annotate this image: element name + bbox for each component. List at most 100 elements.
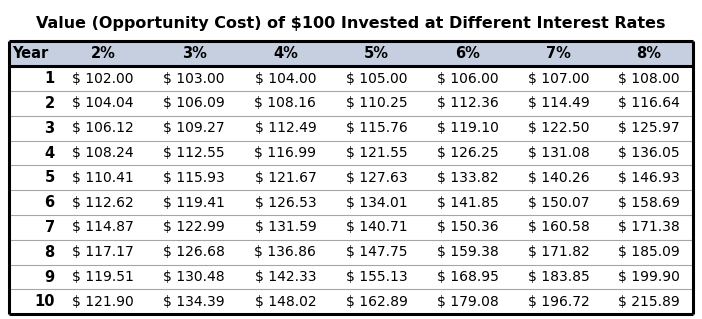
Text: 10: 10 [34,294,55,309]
Text: $ 104.04: $ 104.04 [72,96,134,110]
Text: $ 109.27: $ 109.27 [164,121,225,135]
Text: $ 130.48: $ 130.48 [164,270,225,284]
Text: $ 112.49: $ 112.49 [255,121,317,135]
Text: $ 108.00: $ 108.00 [618,72,680,86]
Text: 2%: 2% [91,46,116,61]
Text: $ 160.58: $ 160.58 [528,220,590,234]
Text: $ 106.12: $ 106.12 [72,121,134,135]
Text: $ 121.67: $ 121.67 [255,171,317,185]
Bar [9,66,693,91]
Text: $ 136.86: $ 136.86 [254,245,317,259]
Text: 8%: 8% [636,46,661,61]
Text: 4: 4 [44,145,55,160]
Text: $ 119.41: $ 119.41 [164,196,225,210]
Text: $ 199.90: $ 199.90 [618,270,680,284]
Text: $ 108.16: $ 108.16 [254,96,317,110]
Text: $ 155.13: $ 155.13 [346,270,407,284]
Text: $ 119.51: $ 119.51 [72,270,134,284]
Text: $ 140.26: $ 140.26 [528,171,590,185]
Text: $ 168.95: $ 168.95 [437,270,498,284]
Text: $ 148.02: $ 148.02 [255,295,316,309]
Text: 9: 9 [44,270,55,285]
Text: $ 106.09: $ 106.09 [164,96,225,110]
Text: $ 183.85: $ 183.85 [528,270,590,284]
Text: $ 131.59: $ 131.59 [255,220,317,234]
Text: $ 115.93: $ 115.93 [164,171,225,185]
Text: $ 121.90: $ 121.90 [72,295,134,309]
Text: $ 114.49: $ 114.49 [528,96,590,110]
Text: $ 171.82: $ 171.82 [528,245,590,259]
Bar [9,91,693,116]
Text: $ 140.71: $ 140.71 [346,220,407,234]
Bar [9,141,693,166]
Text: $ 119.10: $ 119.10 [437,121,498,135]
Text: $ 112.36: $ 112.36 [437,96,498,110]
Text: $ 117.17: $ 117.17 [72,245,134,259]
Text: $ 171.38: $ 171.38 [618,220,680,234]
Text: 2: 2 [44,96,55,111]
Text: 8: 8 [44,245,55,260]
Text: $ 146.93: $ 146.93 [618,171,680,185]
Text: $ 116.64: $ 116.64 [618,96,680,110]
Bar [9,265,693,289]
Text: 6%: 6% [456,46,480,61]
Text: $ 134.01: $ 134.01 [346,196,407,210]
Text: $ 121.55: $ 121.55 [346,146,407,160]
Text: $ 150.36: $ 150.36 [437,220,498,234]
Text: $ 136.05: $ 136.05 [618,146,680,160]
Text: 7%: 7% [546,46,571,61]
Text: $ 125.97: $ 125.97 [618,121,680,135]
Bar [9,240,693,265]
Text: $ 162.89: $ 162.89 [345,295,407,309]
Text: $ 114.87: $ 114.87 [72,220,134,234]
Bar [9,41,693,66]
Text: $ 147.75: $ 147.75 [346,245,407,259]
Bar [9,190,693,215]
Text: $ 112.62: $ 112.62 [72,196,134,210]
Text: $ 102.00: $ 102.00 [72,72,134,86]
Text: $ 104.00: $ 104.00 [255,72,316,86]
Text: Value (Opportunity Cost) of $100 Invested at Different Interest Rates: Value (Opportunity Cost) of $100 Investe… [37,16,665,31]
Text: $ 116.99: $ 116.99 [254,146,317,160]
Text: $ 112.55: $ 112.55 [164,146,225,160]
Text: $ 196.72: $ 196.72 [528,295,590,309]
Bar [9,166,693,190]
Text: 5%: 5% [364,46,389,61]
Text: $ 179.08: $ 179.08 [437,295,498,309]
Text: 6: 6 [44,195,55,210]
Bar [9,215,693,240]
Text: $ 215.89: $ 215.89 [618,295,680,309]
Text: Year: Year [13,46,49,61]
Text: $ 159.38: $ 159.38 [437,245,498,259]
Text: $ 122.99: $ 122.99 [164,220,225,234]
Text: $ 110.25: $ 110.25 [346,96,407,110]
Text: $ 126.53: $ 126.53 [255,196,316,210]
Text: $ 133.82: $ 133.82 [437,171,498,185]
Text: $ 141.85: $ 141.85 [437,196,498,210]
Text: $ 127.63: $ 127.63 [346,171,407,185]
Text: $ 142.33: $ 142.33 [255,270,316,284]
Text: $ 108.24: $ 108.24 [72,146,134,160]
Text: $ 107.00: $ 107.00 [528,72,590,86]
Text: $ 126.68: $ 126.68 [164,245,225,259]
Text: $ 110.41: $ 110.41 [72,171,134,185]
Text: 1: 1 [44,71,55,86]
Text: $ 115.76: $ 115.76 [345,121,407,135]
Bar [9,289,693,314]
Text: $ 126.25: $ 126.25 [437,146,498,160]
Text: $ 105.00: $ 105.00 [346,72,407,86]
Text: 7: 7 [44,220,55,235]
Text: $ 106.00: $ 106.00 [437,72,498,86]
Text: 3: 3 [44,121,55,136]
Text: $ 134.39: $ 134.39 [164,295,225,309]
Text: $ 185.09: $ 185.09 [618,245,680,259]
Text: 4%: 4% [273,46,298,61]
Text: 5: 5 [44,170,55,185]
Text: $ 103.00: $ 103.00 [164,72,225,86]
Text: $ 122.50: $ 122.50 [528,121,590,135]
Bar [9,116,693,141]
Text: $ 150.07: $ 150.07 [528,196,590,210]
Text: 3%: 3% [182,46,206,61]
Text: $ 158.69: $ 158.69 [618,196,680,210]
Text: $ 131.08: $ 131.08 [528,146,590,160]
